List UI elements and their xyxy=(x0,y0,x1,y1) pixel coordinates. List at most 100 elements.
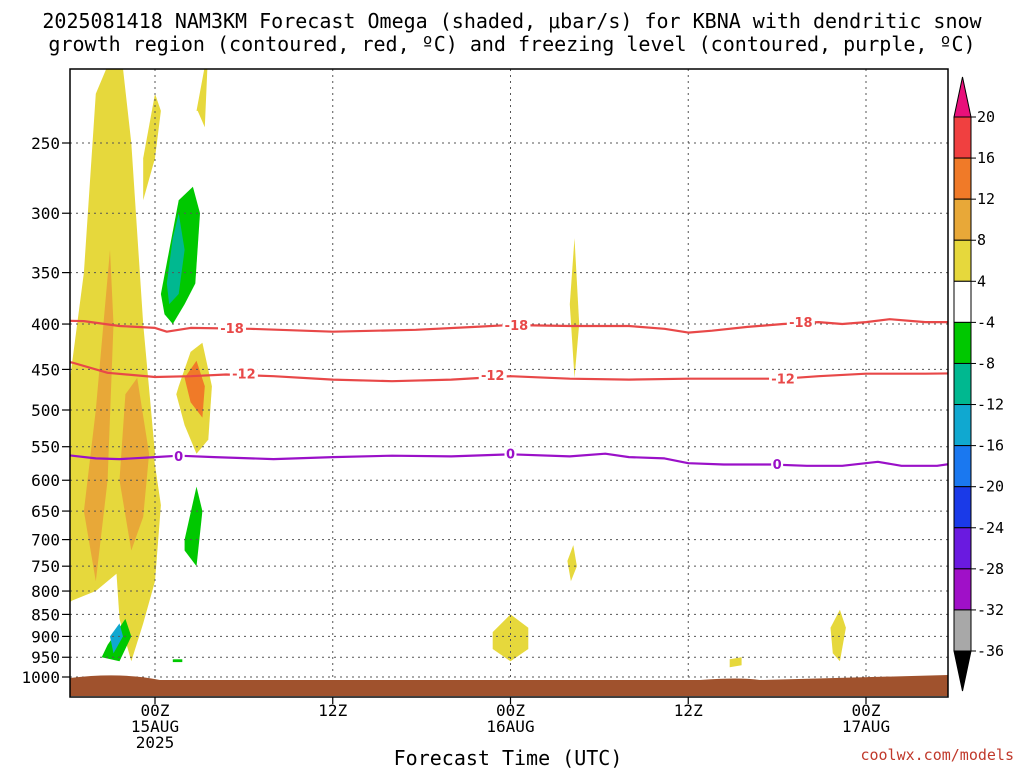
omega-shade-4 xyxy=(492,614,529,662)
colorbar-swatch xyxy=(953,486,972,529)
contour-label: -12 xyxy=(232,368,256,383)
contour-label-bg xyxy=(504,446,517,461)
y-tick-label: 700 xyxy=(31,531,60,550)
colorbar-swatch xyxy=(953,609,972,652)
y-tick-label: 350 xyxy=(31,264,60,283)
colorbar-label: -28 xyxy=(977,560,1004,578)
y-tick-label: 650 xyxy=(31,502,60,521)
omega-shade-4 xyxy=(70,394,84,483)
x-tick-label: 17AUG xyxy=(842,717,890,736)
ground-shade xyxy=(70,675,948,696)
y-axis: 250 300 350 400 450 500 550 600 650 700 750 800 850 9… xyxy=(21,134,70,687)
contour-label: -18 xyxy=(220,322,244,337)
x-axis-label: Forecast Time (UTC) xyxy=(394,746,623,768)
y-tick-label: 450 xyxy=(31,360,60,379)
title-line: growth region (contoured, red, ºC) and f… xyxy=(48,32,975,56)
contour-label-bg xyxy=(786,315,815,330)
contour-line-0 xyxy=(70,452,948,467)
omega-shade-4 xyxy=(569,238,580,378)
contour-label-bg xyxy=(771,457,784,472)
temperature-contours: -18 -18 -18 -12 -12 -12 0 0 0 xyxy=(70,315,948,473)
title-line: 2025081418 NAM3KM Forecast Omega (shaded… xyxy=(42,9,982,33)
colorbar-label: -32 xyxy=(977,601,1004,619)
y-tick-label: 800 xyxy=(31,582,60,601)
colorbar-label: -4 xyxy=(977,313,995,331)
omega-shade-4 xyxy=(567,545,577,582)
colorbar-label: 8 xyxy=(977,231,986,249)
y-tick-label: 600 xyxy=(31,471,60,490)
contour-label-bg xyxy=(502,317,531,332)
omega-shade-4 xyxy=(729,657,742,668)
omega-shade-4 xyxy=(830,609,846,662)
contour-label: -18 xyxy=(505,319,529,334)
y-tick-label: 1000 xyxy=(21,668,60,687)
omega-shade--4 xyxy=(172,659,183,663)
colorbar-label: 20 xyxy=(977,108,995,126)
colorbar-swatch xyxy=(953,568,972,611)
contour-label: -12 xyxy=(481,369,505,384)
colorbar-swatch xyxy=(953,404,972,447)
colorbar-swatch xyxy=(953,239,972,282)
x-tick-label: 12Z xyxy=(674,701,703,720)
x-tick-label: 15AUG xyxy=(131,717,179,736)
contour-label: 0 xyxy=(773,458,782,473)
y-tick-label: 550 xyxy=(31,438,60,457)
x-tick-label: 00Z xyxy=(496,701,525,720)
contour-label-bg xyxy=(478,368,507,383)
x-tick-label: 16AUG xyxy=(486,717,534,736)
x-tick-label: 00Z xyxy=(141,701,170,720)
omega-shade-4 xyxy=(143,93,161,201)
contour-label: -18 xyxy=(789,316,813,331)
ground-layer xyxy=(70,675,948,696)
contour-label-bg xyxy=(769,371,798,386)
y-tick-label: 950 xyxy=(31,648,60,667)
plot-frame xyxy=(69,68,949,698)
colorbar-swatch xyxy=(953,445,972,488)
colorbar-label: -36 xyxy=(977,642,1004,660)
colorbar-swatch xyxy=(953,157,972,200)
colorbar-top-arrow xyxy=(953,76,972,118)
colorbar-swatch xyxy=(953,362,972,406)
contour-line--18 xyxy=(70,318,948,334)
contour-label-bg xyxy=(218,320,247,335)
colorbar-label: 4 xyxy=(977,272,986,290)
omega-shade-4 xyxy=(196,69,208,128)
contour-label: 0 xyxy=(506,447,515,462)
y-tick-label: 500 xyxy=(31,401,60,420)
y-tick-label: 750 xyxy=(31,557,60,576)
omega-shading xyxy=(0,69,846,668)
y-tick-label: 250 xyxy=(31,134,60,153)
colorbar-label: -20 xyxy=(977,478,1004,496)
colorbar-label: 16 xyxy=(977,149,995,167)
y-tick-label: 300 xyxy=(31,204,60,223)
colorbar-swatch xyxy=(953,198,972,241)
chart-title: 2025081418 NAM3KM Forecast Omega (shaded… xyxy=(42,9,982,56)
y-tick-label: 900 xyxy=(31,627,60,646)
contour-label-bg xyxy=(229,366,258,381)
colorbar-swatch xyxy=(953,116,972,159)
colorbar-label: -16 xyxy=(977,437,1004,455)
colorbar-label: -12 xyxy=(977,396,1004,414)
credit-link[interactable]: coolwx.com/models xyxy=(860,746,1014,764)
x-tick-label: 2025 xyxy=(136,733,175,752)
y-tick-label: 850 xyxy=(31,605,60,624)
omega-shade--16 xyxy=(110,623,123,654)
colorbar-swatch xyxy=(953,280,972,323)
omega-shade--4 xyxy=(184,486,203,567)
colorbar-label: -8 xyxy=(977,354,995,372)
x-tick-label: 00Z xyxy=(852,701,881,720)
x-tick-label: 12Z xyxy=(318,701,347,720)
colorbar: 20 16 12 8 4 -4 -8 -12 -16 -20 -24 -28 -32 -36 xyxy=(953,76,1004,692)
contour-label-bg xyxy=(172,449,185,464)
y-tick-label: 400 xyxy=(31,315,60,334)
colorbar-swatch xyxy=(953,527,972,570)
colorbar-bottom-arrow xyxy=(953,650,972,692)
colorbar-label: 12 xyxy=(977,190,995,208)
contour-label: -12 xyxy=(771,373,795,388)
colorbar-swatch xyxy=(953,321,972,364)
contour-label: 0 xyxy=(174,450,183,465)
omega-shade-8 xyxy=(119,377,150,551)
omega-shade-4 xyxy=(0,165,48,619)
